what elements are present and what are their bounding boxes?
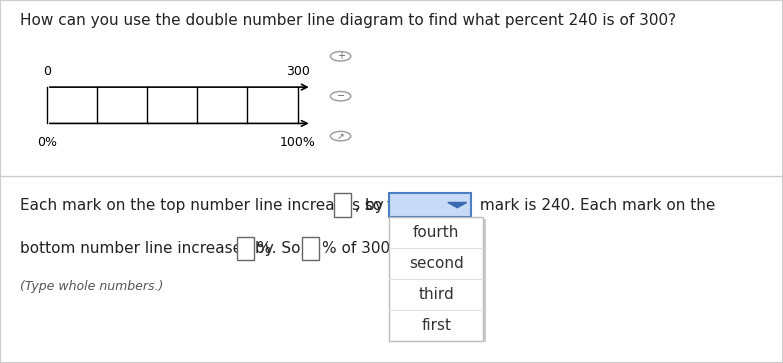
Text: bottom number line increases by: bottom number line increases by <box>20 241 273 256</box>
Text: 0%: 0% <box>37 136 57 149</box>
FancyBboxPatch shape <box>334 193 351 217</box>
Text: 0: 0 <box>43 65 51 78</box>
Text: , so the: , so the <box>355 197 412 213</box>
Text: ↗: ↗ <box>337 132 345 140</box>
Text: −: − <box>337 91 345 101</box>
Text: How can you use the double number line diagram to find what percent 240 is of 30: How can you use the double number line d… <box>20 13 676 28</box>
Text: first: first <box>421 318 451 333</box>
Text: +: + <box>337 51 345 61</box>
Text: fourth: fourth <box>413 225 460 240</box>
Text: %. So,: %. So, <box>258 241 306 256</box>
Text: third: third <box>418 287 454 302</box>
Text: 100%: 100% <box>280 136 316 149</box>
FancyBboxPatch shape <box>389 217 483 341</box>
Text: 300: 300 <box>286 65 309 78</box>
FancyBboxPatch shape <box>389 193 471 217</box>
FancyBboxPatch shape <box>237 237 254 261</box>
FancyBboxPatch shape <box>392 219 486 342</box>
Text: second: second <box>409 256 464 271</box>
Text: % of 300 is 2: % of 300 is 2 <box>323 241 422 256</box>
Text: mark is 240. Each mark on the: mark is 240. Each mark on the <box>475 197 716 213</box>
Text: Each mark on the top number line increases by: Each mark on the top number line increas… <box>20 197 384 213</box>
FancyBboxPatch shape <box>302 237 319 261</box>
Text: (Type whole numbers.): (Type whole numbers.) <box>20 280 163 293</box>
Polygon shape <box>448 203 467 208</box>
